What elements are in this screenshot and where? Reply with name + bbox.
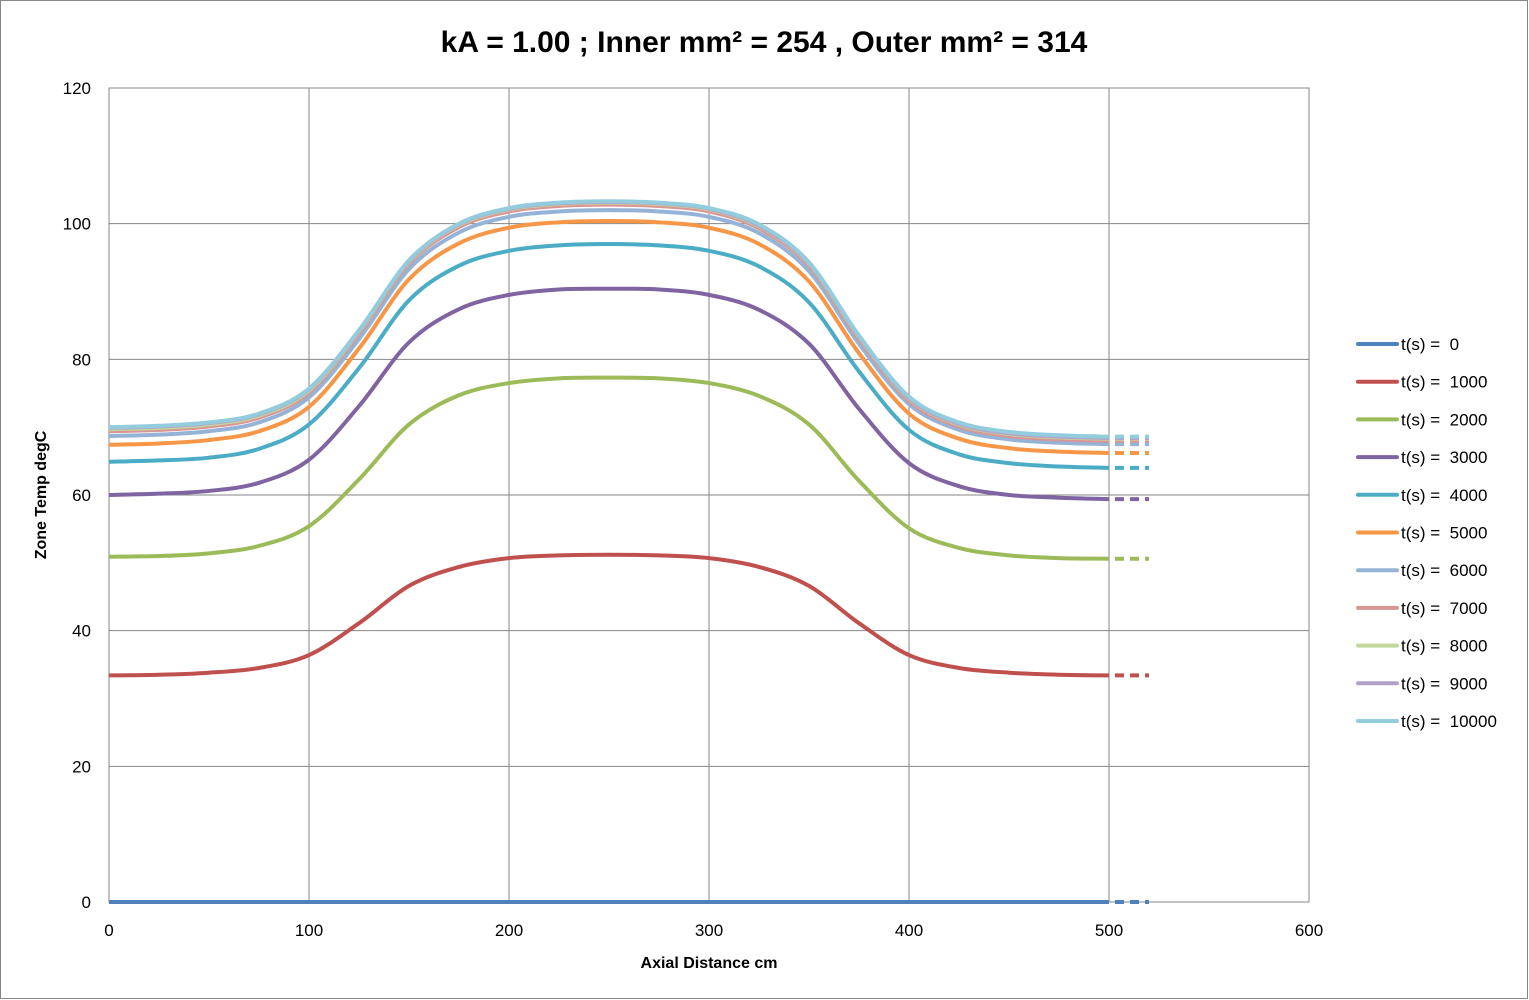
tick-labels: 0 100 200 300 400 500 600 0 20 40 60 80 100 120 [63,79,1324,940]
series-line [108,208,1110,447]
y-tick-label: 100 [63,215,91,234]
legend-label: t(s) = 4000 [1401,486,1487,505]
chart-title: kA = 1.00 ; Inner mm² = 254 , Outer mm² … [441,26,1088,59]
y-tick-label: 80 [72,350,91,369]
y-tick-label: 40 [72,622,91,641]
series-line [108,242,1110,470]
legend-label: t(s) = 2000 [1401,410,1487,429]
x-tick-label: 500 [1095,921,1123,940]
legend-label: t(s) = 1000 [1401,373,1487,392]
y-tick-label: 120 [63,79,91,98]
legend-label: t(s) = 8000 [1401,637,1487,656]
x-tick-label: 200 [495,921,523,940]
series-line [108,286,1110,502]
legend-label: t(s) = 0 [1401,335,1459,354]
x-tick-label: 400 [895,921,923,940]
legend-label: t(s) = 7000 [1401,599,1487,618]
series-line [108,218,1110,455]
series-line [108,199,1110,439]
legend-label: t(s) = 3000 [1401,448,1487,467]
y-axis-title: Zone Temp degC [33,430,50,559]
legend-label: t(s) = 10000 [1401,712,1497,731]
x-tick-label: 100 [295,921,323,940]
series-line [108,375,1110,561]
gridlines [108,87,1310,903]
y-tick-label: 20 [72,757,91,776]
legend-label: t(s) = 5000 [1401,524,1487,543]
x-axis-title: Axial Distance cm [641,955,778,972]
x-tick-label: 600 [1295,921,1323,940]
x-tick-label: 300 [695,921,723,940]
legend-label: t(s) = 6000 [1401,561,1487,580]
series-lines [108,199,1149,904]
y-tick-label: 60 [72,486,91,505]
y-tick-label: 0 [82,893,91,912]
series-line [108,552,1110,678]
legend-label: t(s) = 9000 [1401,674,1487,693]
legend: t(s) = 0 t(s) = 1000 t(s) = 2000 t(s) = 300… [1356,335,1497,731]
x-tick-label: 0 [104,921,113,940]
